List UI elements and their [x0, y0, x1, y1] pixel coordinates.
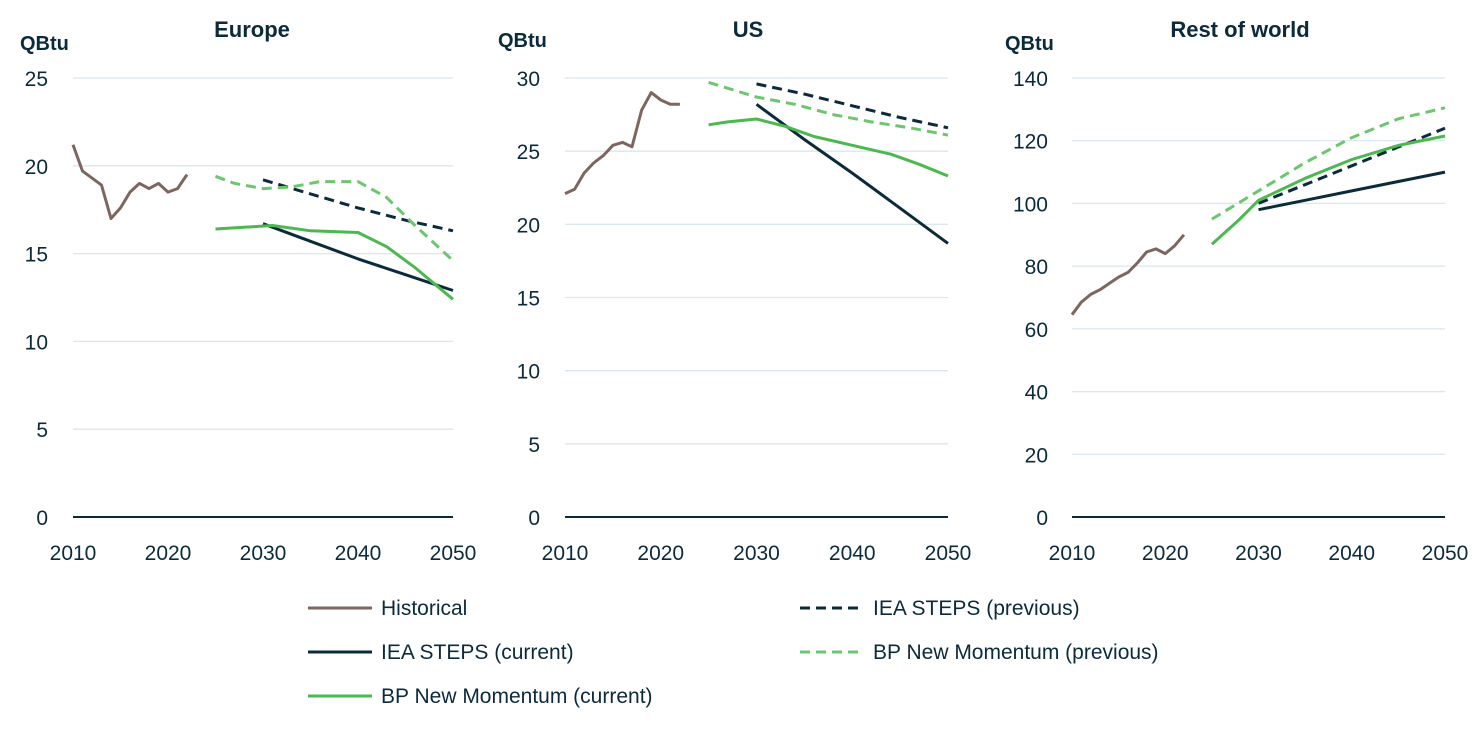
y-tick-label: 15: [25, 244, 48, 267]
y-tick-label: 80: [1025, 256, 1048, 279]
legend-item-bp-new-momentum-previous: BP New Momentum (previous): [800, 641, 1159, 664]
series-line-iea-steps-previous: [1257, 126, 1446, 205]
x-tick-label: 2040: [829, 542, 876, 565]
x-tick-label: 2050: [925, 542, 972, 565]
y-tick-label: 140: [1013, 68, 1048, 91]
y-tick-label: 10: [517, 361, 540, 384]
y-tick-label: 20: [25, 156, 48, 179]
series-line-bp-new-momentum-current: [708, 117, 949, 178]
x-tick-label: 2030: [733, 542, 780, 565]
legend-label: BP New Momentum (current): [381, 685, 653, 708]
x-tick-label: 2030: [1235, 542, 1282, 565]
x-tick-label: 2040: [335, 542, 382, 565]
y-tick-label: 30: [517, 68, 540, 91]
x-tick-label: 2010: [1049, 542, 1096, 565]
legend-item-historical: Historical: [308, 597, 467, 620]
y-tick-label: 120: [1013, 131, 1048, 154]
legend-item-iea-steps-previous: IEA STEPS (previous): [800, 597, 1080, 620]
panel-title: Europe: [214, 17, 290, 42]
y-tick-label: 10: [25, 331, 48, 354]
panel-title: Rest of world: [1170, 17, 1309, 42]
y-tick-label: 40: [1025, 382, 1048, 405]
y-tick-label: 20: [1025, 444, 1048, 467]
series-line-historical: [1070, 233, 1186, 316]
y-tick-label: 25: [25, 68, 48, 91]
panel-title: US: [733, 17, 764, 42]
legend-item-iea-steps-current: IEA STEPS (current): [308, 641, 574, 664]
x-tick-label: 2020: [1142, 542, 1189, 565]
series-line-bp-new-momentum-previous: [214, 174, 455, 262]
y-axis-unit-label: QBtu: [1005, 33, 1054, 55]
y-tick-label: 100: [1013, 193, 1048, 216]
y-tick-label: 0: [1036, 507, 1048, 530]
legend-label: IEA STEPS (previous): [873, 597, 1080, 620]
x-tick-label: 2050: [430, 542, 477, 565]
y-tick-label: 5: [528, 434, 540, 457]
legend-label: Historical: [381, 597, 467, 620]
series-line-iea-steps-previous: [262, 178, 454, 233]
y-axis-unit-label: QBtu: [498, 30, 547, 52]
y-tick-label: 60: [1025, 319, 1048, 342]
series-line-iea-steps-previous: [756, 82, 949, 130]
chart-legend: Historical IEA STEPS (previous) IEA STEPS …: [308, 597, 1159, 708]
chart-panel-us: US QBtu 0 5 10 15 20 25 30 2010 2020 2030 2040 2050: [498, 17, 971, 565]
y-tick-label: 25: [517, 141, 540, 164]
series-line-bp-new-momentum-previous: [708, 80, 949, 137]
series-line-bp-new-momentum-current: [1210, 134, 1446, 246]
legend-label: IEA STEPS (current): [381, 641, 574, 664]
y-tick-label: 15: [517, 288, 540, 311]
y-tick-label: 0: [36, 507, 48, 530]
legend-label: BP New Momentum (previous): [873, 641, 1159, 664]
series-line-iea-steps-current: [1258, 170, 1446, 212]
x-tick-label: 2010: [542, 542, 589, 565]
series-line-bp-new-momentum-current: [215, 224, 454, 301]
series-line-bp-new-momentum-previous: [1211, 106, 1446, 221]
x-tick-label: 2040: [1328, 542, 1375, 565]
series-line-iea-steps-current: [262, 222, 454, 292]
y-axis-unit-label: QBtu: [20, 33, 69, 55]
x-tick-label: 2050: [1422, 542, 1469, 565]
series-line-historical: [564, 91, 680, 195]
legend-item-bp-new-momentum-current: BP New Momentum (current): [308, 685, 653, 708]
chart-panel-europe: Europe QBtu 0 5 10 15 20 25 2010 2020 2030 2040 2050: [20, 17, 476, 565]
y-tick-label: 5: [36, 419, 48, 442]
x-tick-label: 2020: [637, 542, 684, 565]
y-tick-label: 20: [517, 214, 540, 237]
series-line-historical: [71, 144, 189, 220]
y-tick-label: 0: [528, 507, 540, 530]
x-tick-label: 2010: [50, 542, 97, 565]
x-tick-label: 2020: [145, 542, 192, 565]
x-tick-label: 2030: [240, 542, 287, 565]
